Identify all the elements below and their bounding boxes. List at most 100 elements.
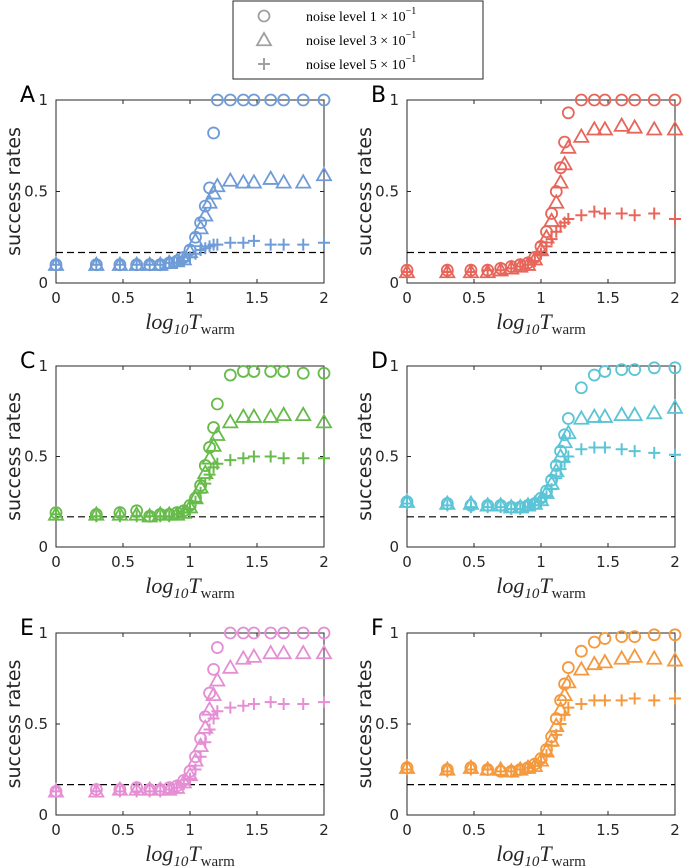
data-point-plus <box>184 772 196 785</box>
data-point-circle <box>647 628 661 642</box>
data-point-circle <box>207 663 220 676</box>
data-point-circle <box>561 412 575 425</box>
data-point-plus <box>90 785 103 798</box>
data-point-triangle <box>221 171 239 187</box>
data-point-circle <box>296 366 310 380</box>
data-point-triangle <box>234 173 252 189</box>
panel-letter: E <box>20 616 34 641</box>
x-tick-label: 0.5 <box>462 289 486 307</box>
data-point-plus <box>481 264 494 277</box>
data-point-triangle <box>613 116 631 132</box>
data-point-plus <box>297 238 310 251</box>
series-triangle <box>47 406 333 523</box>
data-point-triangle <box>234 407 252 423</box>
series-plus <box>50 450 330 523</box>
data-point-plus <box>177 506 190 519</box>
data-point-plus <box>264 238 277 251</box>
x-tick-label: 1.5 <box>596 289 620 307</box>
data-point-plus <box>113 258 126 271</box>
data-point-plus <box>540 748 553 761</box>
data-point-triangle <box>205 184 223 200</box>
data-point-plus <box>494 264 507 277</box>
data-point-triangle <box>262 407 280 423</box>
y-axis-label: success rates <box>354 127 376 256</box>
data-point-triangle <box>596 653 614 669</box>
x-tick-label: 2 <box>670 821 680 839</box>
data-point-circle <box>223 626 237 640</box>
data-point-plus <box>297 697 310 710</box>
data-point-plus <box>575 209 588 222</box>
data-point-plus <box>224 236 237 249</box>
data-point-triangle <box>556 155 574 171</box>
data-point-plus <box>535 495 547 508</box>
y-tick-label: 1 <box>389 91 399 109</box>
x-tick-label: 0.5 <box>462 821 486 839</box>
data-point-circle <box>296 626 310 640</box>
series-plus <box>401 692 681 778</box>
data-point-plus <box>154 258 167 271</box>
panel-letter: D <box>371 349 388 374</box>
y-tick-label: 1 <box>38 91 48 109</box>
data-point-plus <box>598 441 611 454</box>
data-point-triangle <box>192 219 210 235</box>
data-point-plus <box>90 258 103 271</box>
panel-letter: F <box>371 616 384 641</box>
data-point-plus <box>177 255 190 268</box>
data-point-plus <box>545 739 558 752</box>
data-point-plus <box>522 761 535 774</box>
data-point-circle <box>598 632 612 645</box>
data-point-triangle <box>315 413 333 429</box>
data-point-plus <box>203 468 216 481</box>
data-point-circle <box>587 368 601 382</box>
data-point-plus <box>264 450 277 463</box>
data-point-plus <box>199 477 212 490</box>
data-point-triangle <box>201 449 219 465</box>
data-point-plus <box>211 705 224 718</box>
data-point-circle <box>296 93 310 107</box>
data-point-plus <box>588 205 601 218</box>
y-axis-label: success rates <box>3 127 25 256</box>
data-point-plus <box>247 234 260 247</box>
data-point-triangle <box>205 436 223 452</box>
legend-marker-circle <box>257 9 271 23</box>
data-point-circle <box>598 365 612 378</box>
data-point-triangle <box>208 177 226 193</box>
data-point-plus <box>588 694 601 707</box>
data-point-plus <box>522 258 535 271</box>
data-point-circle <box>247 93 261 107</box>
data-point-plus <box>318 696 330 709</box>
legend-label-2: noise level 3 × 10−1 <box>306 30 416 49</box>
chart-panel-e: E 0 0.5 1 1.5 2 0 0.5 1 success rates log10Twarm <box>3 616 333 868</box>
x-tick-label: 0.5 <box>111 821 135 839</box>
y-tick-label: 0 <box>38 274 48 292</box>
data-point-plus <box>464 266 477 279</box>
data-point-circle <box>264 365 278 378</box>
data-point-plus <box>154 785 167 798</box>
data-point-plus <box>588 441 601 454</box>
data-point-plus <box>575 443 588 456</box>
data-point-circle <box>615 630 629 644</box>
x-tick-label: 1 <box>536 289 546 307</box>
data-point-triangle <box>666 398 684 414</box>
data-point-plus <box>189 763 202 776</box>
x-axis-label: log10Twarm <box>145 573 235 602</box>
x-tick-label: 2 <box>319 821 329 839</box>
data-point-plus <box>90 510 103 523</box>
data-point-triangle <box>262 644 280 660</box>
data-point-triangle <box>294 406 312 422</box>
data-point-circle <box>317 93 331 107</box>
x-tick-label: 0 <box>402 553 412 571</box>
data-point-plus <box>130 510 143 523</box>
data-point-circle <box>203 686 216 700</box>
data-point-plus <box>550 728 563 741</box>
data-point-triangle <box>205 686 223 702</box>
y-tick-label: 0.5 <box>375 715 399 733</box>
data-point-plus <box>163 783 176 796</box>
series-plus <box>50 696 330 798</box>
data-point-triangle <box>201 193 219 209</box>
data-point-circle <box>549 459 563 472</box>
data-point-plus <box>50 508 62 521</box>
data-point-triangle <box>196 206 214 222</box>
legend-label-1: noise level 1 × 10−1 <box>306 6 416 25</box>
data-point-plus <box>50 785 62 798</box>
